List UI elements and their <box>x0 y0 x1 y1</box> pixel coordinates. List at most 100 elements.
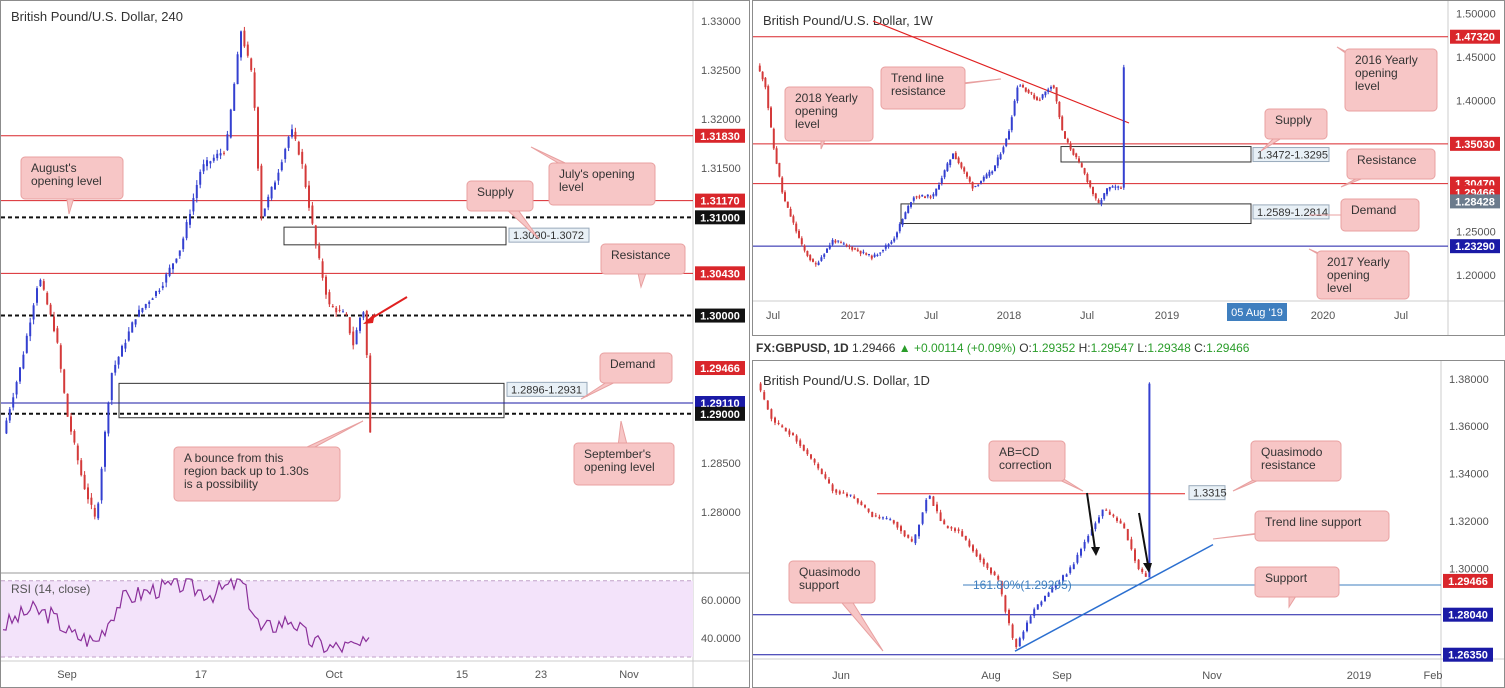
h4-candle <box>335 306 338 317</box>
h4-candle <box>297 140 300 156</box>
daily-candle <box>1033 607 1036 619</box>
chart-weekly-svg[interactable]: British Pound/U.S. Dollar, 1W 1.3472-1.32… <box>753 1 1505 336</box>
weekly-candle <box>968 175 971 184</box>
weekly-candle <box>943 169 946 180</box>
weekly-candle-body <box>935 188 938 196</box>
weekly-candle <box>800 236 803 247</box>
daily-candle <box>986 562 989 570</box>
h4-candle-body <box>348 317 351 334</box>
weekly-note-supply: Supply <box>1260 108 1328 152</box>
symbol-name: FX:GBPUSD, 1D <box>756 341 849 355</box>
h4-candle <box>175 258 178 264</box>
daily-candle-body <box>882 517 884 519</box>
daily-candle-body <box>1058 581 1061 585</box>
h4-candle-body <box>97 503 100 519</box>
weekly-x-tick-jul-8: Jul <box>1394 310 1408 322</box>
weekly-candle-body <box>870 255 873 259</box>
daily-candle <box>1011 623 1014 640</box>
weekly-candle <box>954 151 957 160</box>
daily-note-trendline: Trend line support <box>1212 510 1390 542</box>
weekly-candle <box>1036 95 1038 101</box>
weekly-note-2016-cover <box>1346 71 1436 89</box>
daily-candle <box>907 534 910 539</box>
weekly-candle <box>842 241 845 245</box>
chart-weekly-panel[interactable]: British Pound/U.S. Dollar, 1W 1.3472-1.32… <box>752 0 1505 336</box>
weekly-candle-body <box>1111 186 1114 188</box>
h4-candle-body <box>311 205 314 224</box>
weekly-note-trendline-text-1: resistance <box>891 84 946 98</box>
daily-candle <box>928 495 931 500</box>
daily-candle <box>853 494 856 500</box>
weekly-candle <box>1103 192 1106 201</box>
weekly-candle-body <box>1036 97 1038 101</box>
weekly-title: British Pound/U.S. Dollar, 1W <box>763 13 934 28</box>
h4-candle-body <box>219 153 222 156</box>
daily-candle <box>1083 539 1086 552</box>
h4-candle-body <box>175 258 178 263</box>
weekly-candle <box>778 162 781 178</box>
chart-4h-svg[interactable]: British Pound/U.S. Dollar, 240 1.3090-1.3… <box>1 1 750 688</box>
h4-candle <box>342 309 344 313</box>
note-resistance-text-0: Resistance <box>611 248 671 262</box>
weekly-candle <box>865 252 868 256</box>
h4-candle <box>199 169 202 189</box>
daily-candle-body <box>946 526 949 529</box>
daily-candle <box>1116 516 1118 523</box>
daily-candle-body <box>1119 520 1122 524</box>
h4-candle-body <box>274 182 276 190</box>
h4-candle-body <box>362 312 365 318</box>
weekly-note-resistance: Resistance <box>1340 148 1436 188</box>
weekly-candle-body <box>898 224 901 232</box>
price-1-30000-tag <box>695 308 745 323</box>
daily-candle <box>961 529 964 537</box>
h4-candle <box>233 82 236 111</box>
h4-candle <box>168 264 171 278</box>
high-label: H: <box>1078 341 1091 355</box>
h4-candle <box>263 208 266 217</box>
h4-candle <box>182 236 185 252</box>
daily-y-tick-1-34000: 1.34000 <box>1449 469 1489 481</box>
h4-candle-body <box>226 134 229 151</box>
weekly-price-1-47320-label: 1.47320 <box>1455 32 1495 44</box>
h4-candle <box>229 108 232 139</box>
weekly-candle <box>1005 138 1008 148</box>
weekly-candle <box>1108 186 1111 192</box>
weekly-candle <box>907 204 910 214</box>
daily-candle <box>932 495 935 507</box>
weekly-candle-body <box>1027 89 1030 93</box>
rsi-band <box>1 580 693 657</box>
weekly-candle-body <box>809 255 812 261</box>
daily-candle <box>1094 521 1097 532</box>
daily-price-1-28040-label: 1.28040 <box>1448 610 1488 622</box>
h4-candle <box>19 367 21 385</box>
weekly-candle <box>1030 91 1033 95</box>
chart-daily-panel[interactable]: British Pound/U.S. Dollar, 1D 1.38000 1.36… <box>752 360 1505 688</box>
h4-candle-body <box>355 330 358 345</box>
daily-candle <box>936 501 938 514</box>
weekly-candle <box>1055 87 1058 104</box>
weekly-candle-body <box>963 167 966 172</box>
daily-candle-body <box>1051 587 1054 593</box>
chart-daily-svg[interactable]: British Pound/U.S. Dollar, 1D 1.38000 1.36… <box>753 361 1505 688</box>
weekly-candle <box>820 255 823 262</box>
weekly-candle-body <box>910 202 912 207</box>
h4-candle-body <box>342 311 344 313</box>
supply-zone-label-box <box>508 227 590 243</box>
weekly-candle <box>974 185 977 188</box>
daily-candle-body <box>1134 549 1136 561</box>
daily-level-label-1: 1.3315 <box>1193 488 1227 500</box>
daily-candle-body <box>763 392 766 400</box>
h4-candle <box>178 250 181 259</box>
daily-candle-body <box>1076 554 1079 563</box>
weekly-candle <box>980 180 982 185</box>
h4-candle <box>138 305 140 318</box>
chart-4h-panel[interactable]: British Pound/U.S. Dollar, 240 1.3090-1.3… <box>0 0 750 688</box>
daily-candle-body <box>975 549 978 557</box>
weekly-candle-body <box>988 171 991 176</box>
daily-price-1-28040-tag <box>1443 607 1493 622</box>
weekly-candle <box>859 250 862 257</box>
weekly-note-2017-text-0: 2017 Yearly <box>1327 255 1390 269</box>
daily-candle-body <box>1123 523 1126 529</box>
weekly-supply-label-box <box>1252 147 1330 163</box>
